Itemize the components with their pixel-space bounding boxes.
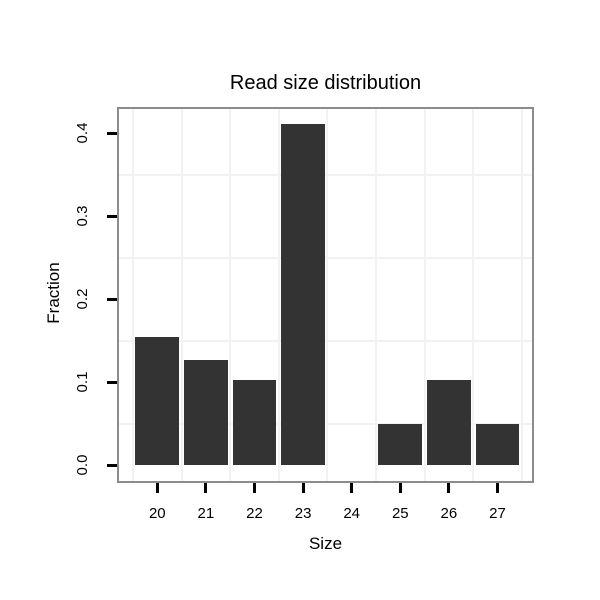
y-minor-gridline xyxy=(119,173,532,176)
y-minor-gridline xyxy=(119,256,532,259)
y-tick-label: 0.0 xyxy=(74,454,91,476)
x-tick-label: 22 xyxy=(246,505,263,522)
y-tick xyxy=(107,214,117,218)
x-tick xyxy=(350,483,354,493)
plot-panel xyxy=(117,107,534,483)
y-tick xyxy=(107,380,117,384)
bar-size-27 xyxy=(475,423,520,465)
x-minor-gridline xyxy=(520,109,523,481)
bar-size-22 xyxy=(232,380,277,465)
x-axis-title: Size xyxy=(308,534,343,553)
x-tick-label: 23 xyxy=(294,505,312,522)
x-minor-gridline xyxy=(472,109,475,481)
x-tick-label: 21 xyxy=(197,505,215,522)
x-tick-label: 25 xyxy=(391,505,409,522)
x-tick xyxy=(155,483,159,493)
x-tick-label: 24 xyxy=(343,505,361,522)
bar-size-21 xyxy=(184,359,228,465)
y-tick xyxy=(107,463,117,467)
x-tick xyxy=(253,483,256,493)
x-tick xyxy=(398,483,402,493)
x-minor-gridline xyxy=(375,109,377,481)
x-minor-gridline xyxy=(180,109,183,481)
x-tick xyxy=(496,483,499,493)
y-tick xyxy=(107,131,117,135)
x-minor-gridline xyxy=(277,109,280,481)
y-minor-gridline xyxy=(119,422,532,425)
y-tick-label: 0.3 xyxy=(74,205,91,227)
x-tick xyxy=(204,483,208,493)
y-minor-gridline xyxy=(119,339,532,342)
x-tick xyxy=(301,483,305,493)
y-axis-title: Fraction xyxy=(44,262,63,324)
y-tick-label: 0.4 xyxy=(74,122,91,144)
plot-area xyxy=(119,109,532,481)
bar-size-25 xyxy=(378,423,423,465)
x-minor-gridline xyxy=(229,109,232,481)
x-minor-gridline xyxy=(132,109,134,481)
x-tick xyxy=(447,483,451,493)
bar-size-23 xyxy=(281,124,325,465)
bar-size-26 xyxy=(427,380,471,465)
y-tick-label: 0.1 xyxy=(74,371,91,393)
y-tick-label: 0.2 xyxy=(74,288,91,310)
x-minor-gridline xyxy=(326,109,329,481)
x-tick-label: 26 xyxy=(440,505,458,522)
y-tick xyxy=(107,297,117,301)
bar-size-20 xyxy=(135,337,180,465)
x-tick-label: 27 xyxy=(489,505,506,522)
x-minor-gridline xyxy=(423,109,426,481)
chart-title: Read size distribution xyxy=(229,72,422,94)
x-tick-label: 20 xyxy=(148,505,166,522)
